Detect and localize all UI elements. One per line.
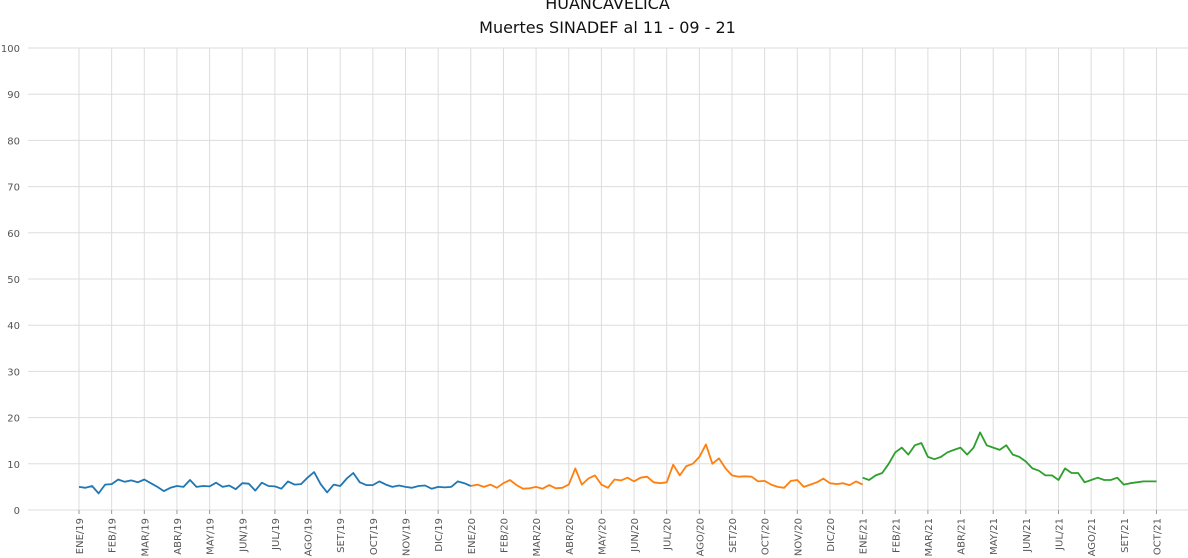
chart-subtitle: Muertes SINADEF al 11 - 09 - 21	[479, 18, 736, 37]
y-tick-label: 90	[7, 90, 20, 101]
x-tick-label: OCT/21	[1152, 518, 1163, 555]
x-tick-label: AGO/20	[695, 518, 706, 556]
x-tick-label: FEB/19	[108, 518, 119, 553]
y-tick-label: 0	[14, 506, 20, 517]
x-tick-label: ENE/20	[467, 518, 478, 554]
x-tick-label: MAR/21	[924, 518, 935, 557]
x-tick-label: DIC/19	[434, 518, 445, 552]
x-tick-label: FEB/20	[499, 518, 510, 553]
x-tick-label: JUN/21	[1022, 518, 1033, 553]
y-tick-label: 100	[1, 44, 20, 55]
y-tick-label: 80	[7, 136, 20, 147]
x-tick-label: MAR/20	[532, 518, 543, 557]
x-tick-label: JUN/19	[238, 518, 249, 553]
y-tick-label: 50	[7, 275, 20, 286]
x-tick-label: ENE/19	[75, 518, 86, 554]
x-tick-label: JUL/21	[1055, 518, 1066, 551]
x-tick-label: SET/19	[336, 518, 347, 553]
series-line-1	[78, 471, 472, 495]
x-tick-label: AGO/19	[304, 518, 315, 556]
x-tick-label: SET/20	[728, 518, 739, 553]
x-tick-label: NOV/20	[793, 518, 804, 556]
y-tick-label: 60	[7, 229, 20, 240]
y-tick-label: 40	[7, 321, 20, 332]
x-tick-label: MAY/19	[206, 518, 217, 555]
x-tick-label: OCT/20	[761, 518, 772, 555]
x-tick-label: JUL/19	[271, 518, 282, 551]
x-tick-label: ABR/20	[565, 518, 576, 555]
series-line-3	[862, 431, 1157, 486]
x-tick-label: JUL/20	[663, 518, 674, 551]
y-tick-label: 30	[7, 367, 20, 378]
x-tick-label: ENE/21	[859, 518, 870, 554]
x-tick-label: AGO/21	[1087, 518, 1098, 556]
x-tick-label: MAY/21	[989, 518, 1000, 555]
x-tick-label: SET/21	[1120, 518, 1131, 553]
x-tick-label: JUN/20	[630, 518, 641, 553]
series-line-2	[470, 443, 863, 490]
x-tick-label: NOV/19	[402, 518, 413, 556]
chart-title: HUANCAVELICA	[545, 0, 670, 13]
x-tick-label: OCT/19	[369, 518, 380, 555]
x-tick-label: ABR/21	[957, 518, 968, 555]
x-tick-label: MAY/20	[597, 518, 608, 555]
y-tick-label: 70	[7, 183, 20, 194]
y-tick-label: 10	[7, 460, 20, 471]
x-tick-label: FEB/21	[891, 518, 902, 553]
x-tick-label: MAR/19	[140, 518, 151, 557]
y-tick-label: 20	[7, 414, 20, 425]
x-tick-label: ABR/19	[173, 518, 184, 555]
x-tick-label: DIC/20	[826, 518, 837, 552]
